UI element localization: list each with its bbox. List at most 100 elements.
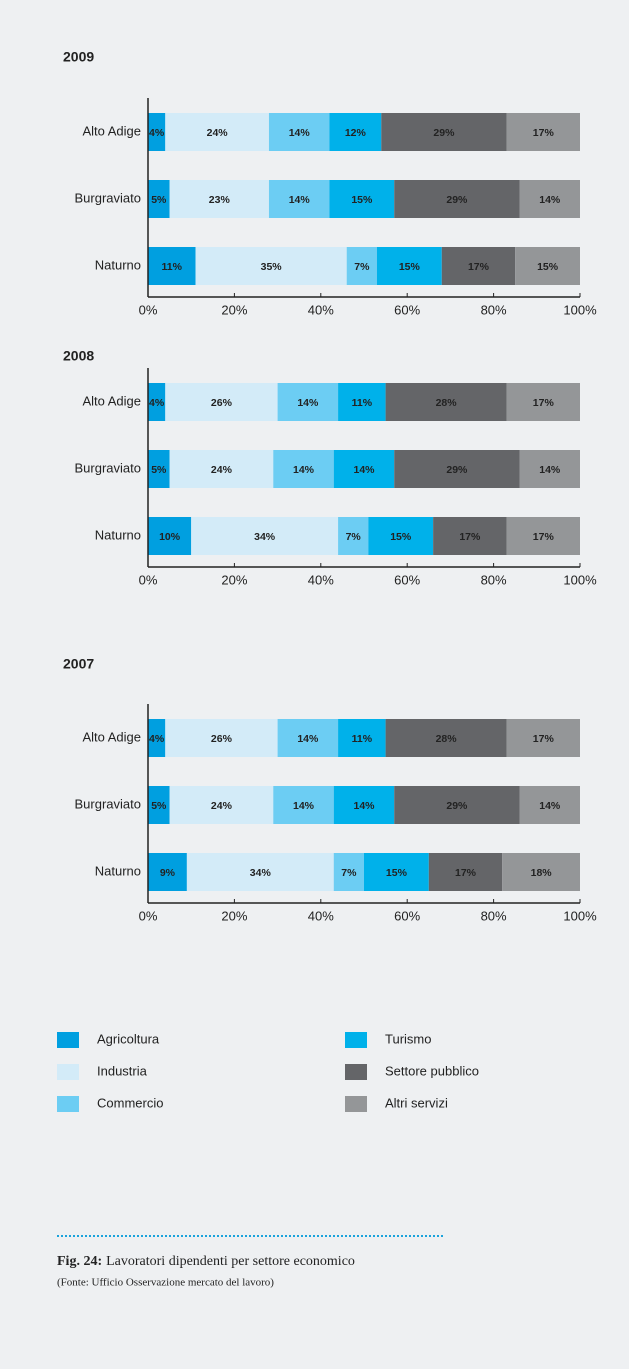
legend-swatch xyxy=(57,1096,79,1112)
bar-segment xyxy=(195,247,347,285)
value-label: 4% xyxy=(149,397,165,409)
value-label: 23% xyxy=(209,194,231,206)
value-label: 5% xyxy=(151,194,167,206)
value-label: 26% xyxy=(211,397,233,409)
value-label: 11% xyxy=(162,261,183,273)
category-label: Burgraviato xyxy=(75,796,141,811)
value-label: 29% xyxy=(433,127,455,139)
bar-segment xyxy=(165,113,269,151)
caption-label: Fig. 24: xyxy=(57,1254,102,1269)
bar-segment xyxy=(506,719,580,757)
bar-segment xyxy=(338,383,386,421)
value-label: 9% xyxy=(160,867,176,879)
value-label: 15% xyxy=(386,867,408,879)
legend-label: Settore pubblico xyxy=(385,1063,479,1078)
x-tick-label: 60% xyxy=(394,572,420,587)
caption-text: Lavoratori dipendenti per settore econom… xyxy=(106,1254,355,1269)
bar-segment xyxy=(186,853,334,891)
bar-segment xyxy=(338,719,386,757)
chart-title: 2008 xyxy=(63,348,94,364)
value-label: 29% xyxy=(446,800,468,812)
value-label: 26% xyxy=(211,733,233,745)
x-tick-label: 20% xyxy=(221,908,247,923)
legend-swatch xyxy=(57,1064,79,1080)
value-label: 4% xyxy=(149,127,165,139)
bar-segment xyxy=(519,180,580,218)
bar-segment xyxy=(277,383,339,421)
bar-segment xyxy=(333,450,395,488)
chart-title: 2009 xyxy=(63,49,94,65)
bar-segment xyxy=(148,180,170,218)
value-label: 24% xyxy=(207,127,229,139)
legend-label: Industria xyxy=(97,1063,148,1078)
value-label: 15% xyxy=(537,261,559,273)
x-tick-label: 80% xyxy=(481,908,507,923)
category-label: Alto Adige xyxy=(82,123,141,138)
value-label: 24% xyxy=(211,800,233,812)
bar-segment xyxy=(441,247,516,285)
value-label: 5% xyxy=(151,800,167,812)
value-label: 4% xyxy=(149,733,165,745)
x-tick-label: 100% xyxy=(563,908,597,923)
caption: Fig. 24: Lavoratori dipendenti per settor… xyxy=(57,1254,355,1269)
bar-segment xyxy=(385,719,507,757)
bar-segment xyxy=(428,853,503,891)
value-label: 24% xyxy=(211,464,233,476)
legend-label: Agricoltura xyxy=(97,1031,160,1046)
bar-segment xyxy=(346,247,377,285)
value-label: 14% xyxy=(289,127,311,139)
bar-segment xyxy=(277,719,339,757)
value-label: 14% xyxy=(293,464,315,476)
value-label: 11% xyxy=(352,397,373,409)
bar-segment xyxy=(333,853,364,891)
x-tick-label: 20% xyxy=(221,302,247,317)
bar-segment xyxy=(273,450,334,488)
x-tick-label: 20% xyxy=(221,572,247,587)
bar-segment xyxy=(333,786,395,824)
bar-segment xyxy=(394,786,520,824)
category-label: Burgraviato xyxy=(75,190,141,205)
x-tick-label: 40% xyxy=(308,908,334,923)
legend-swatch xyxy=(345,1096,367,1112)
bar-segment xyxy=(165,383,278,421)
bar-segment xyxy=(148,383,166,421)
x-tick-label: 0% xyxy=(139,302,158,317)
bar-segment xyxy=(519,786,580,824)
value-label: 17% xyxy=(533,127,555,139)
category-label: Alto Adige xyxy=(82,393,141,408)
bar-segment xyxy=(519,450,580,488)
value-label: 14% xyxy=(539,800,561,812)
bar-segment xyxy=(381,113,507,151)
bar-segment xyxy=(364,853,429,891)
legend-label: Altri servizi xyxy=(385,1095,448,1110)
bar-segment xyxy=(268,113,330,151)
category-label: Naturno xyxy=(95,527,141,542)
legend-swatch xyxy=(345,1064,367,1080)
value-label: 18% xyxy=(531,867,553,879)
value-label: 14% xyxy=(353,464,375,476)
value-label: 17% xyxy=(533,733,555,745)
bar-segment xyxy=(148,517,192,555)
category-label: Naturno xyxy=(95,257,141,272)
legend-swatch xyxy=(57,1032,79,1048)
x-tick-label: 40% xyxy=(308,302,334,317)
value-label: 29% xyxy=(446,194,468,206)
legend-label: Turismo xyxy=(385,1031,431,1046)
category-label: Naturno xyxy=(95,863,141,878)
value-label: 14% xyxy=(289,194,311,206)
value-label: 15% xyxy=(390,531,412,543)
value-label: 14% xyxy=(353,800,375,812)
value-label: 17% xyxy=(533,531,555,543)
bar-segment xyxy=(329,180,395,218)
bar-segment xyxy=(506,113,580,151)
bar-segment xyxy=(148,113,166,151)
value-label: 14% xyxy=(297,733,319,745)
category-label: Burgraviato xyxy=(75,460,141,475)
bar-segment xyxy=(433,517,507,555)
caption-source: (Fonte: Ufficio Osservazione mercato del… xyxy=(57,1277,274,1289)
x-tick-label: 80% xyxy=(481,572,507,587)
bar-segment xyxy=(502,853,580,891)
bar-segment xyxy=(385,383,507,421)
bar-segment xyxy=(329,113,382,151)
